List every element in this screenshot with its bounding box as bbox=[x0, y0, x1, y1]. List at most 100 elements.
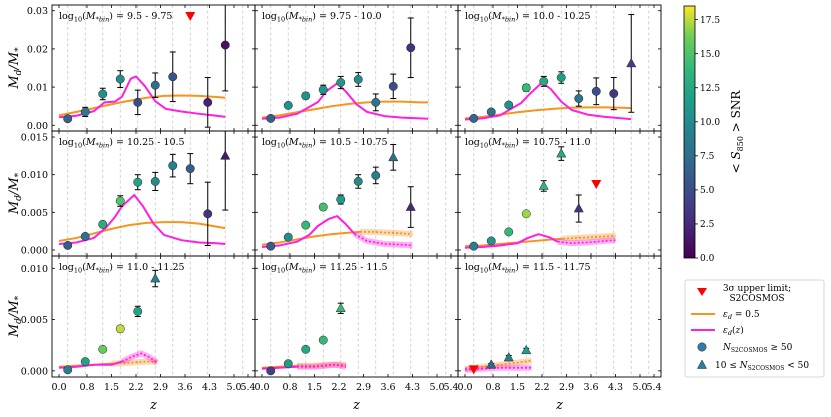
circle-marker bbox=[283, 100, 293, 110]
x-tick-label: 2.9 bbox=[356, 382, 371, 393]
y-tick-label: 0.01 bbox=[27, 83, 48, 94]
axis-labels: Md/M* Md/M* Md/M* z z z bbox=[7, 47, 563, 413]
legend-box bbox=[684, 279, 825, 378]
y-tick-label: 0.00 bbox=[27, 121, 48, 132]
circle-marker bbox=[220, 40, 230, 50]
upper-limit-marker bbox=[185, 11, 196, 21]
circle-marker bbox=[98, 219, 108, 229]
panel-frame bbox=[457, 255, 662, 378]
eps-z-curve bbox=[58, 75, 226, 119]
circle-marker bbox=[556, 73, 566, 82]
legend-label: εd(z) bbox=[723, 325, 744, 337]
x-tick-label: 3.6 bbox=[380, 382, 395, 393]
panel-frame bbox=[254, 4, 459, 132]
eps-z-curve bbox=[464, 81, 632, 121]
panel-title: log10(M*bin) = 10.0 - 10.25 bbox=[465, 11, 591, 24]
y-tick-label: 0.000 bbox=[21, 366, 48, 377]
circle-marker bbox=[80, 231, 90, 241]
plot-area bbox=[58, 269, 159, 372]
colorbar-tick-label: 7.5 bbox=[700, 152, 715, 162]
legend-label: NS2COSMOS ≥ 50 bbox=[722, 343, 793, 354]
triangle-marker bbox=[388, 151, 399, 162]
panel-title: log10(M*bin) = 9.5 - 9.75 bbox=[59, 11, 172, 24]
circle-marker bbox=[185, 164, 195, 174]
legend-circle-marker bbox=[697, 342, 707, 352]
circle-marker bbox=[98, 344, 108, 354]
circle-marker bbox=[80, 357, 90, 367]
x-tick-label: 5.4 bbox=[240, 382, 255, 393]
triangle-marker bbox=[503, 351, 514, 362]
y-tick-label: 0.015 bbox=[21, 133, 48, 144]
x-tick-label: 0.8 bbox=[79, 382, 94, 393]
x-tick-label: 5.0 bbox=[226, 382, 241, 393]
circle-marker bbox=[486, 236, 496, 246]
circle-marker bbox=[539, 76, 549, 86]
panel-6: log10(M*bin) = 10.75 - 11.0 bbox=[457, 130, 662, 257]
legend-label: S2COSMOS bbox=[729, 294, 784, 304]
triangle-marker bbox=[521, 344, 532, 355]
circle-marker bbox=[168, 161, 178, 171]
circle-marker bbox=[133, 306, 143, 316]
circle-marker bbox=[371, 170, 381, 180]
triangle-marker bbox=[538, 180, 549, 190]
legend-label: 10 ≤ NS2COSMOS < 50 bbox=[715, 361, 809, 372]
y-tick-label: 0.005 bbox=[21, 208, 48, 219]
panel-title: log10(M*bin) = 11.25 - 11.5 bbox=[262, 262, 388, 275]
legend-label: εd = 0.5 bbox=[723, 310, 760, 321]
triangle-marker bbox=[220, 150, 231, 160]
circle-marker bbox=[63, 114, 73, 124]
x-axis-label: z bbox=[352, 398, 360, 413]
eps-05-curve-dotted bbox=[464, 359, 532, 370]
panel-title: log10(M*bin) = 10.25 - 10.5 bbox=[59, 137, 185, 150]
legend: 3σ upper limit;S2COSMOS εd = 0.5 εd(z) NS2C… bbox=[684, 279, 825, 378]
x-tick-label: 1.5 bbox=[510, 382, 525, 393]
eps-z-curve bbox=[58, 194, 226, 245]
y-tick-label: 0.010 bbox=[21, 264, 48, 275]
eps-z-curve-dotted bbox=[354, 233, 413, 247]
x-tick-label: 5.4 bbox=[646, 382, 661, 393]
colorbar-tick-label: 0.0 bbox=[700, 254, 715, 264]
circle-marker bbox=[591, 86, 601, 96]
panel-frame bbox=[457, 130, 662, 257]
circle-marker bbox=[318, 202, 328, 212]
panels-layer: log10(M*bin) = 9.5 - 9.75 0.00 0.01 0.02 0.0… bbox=[21, 4, 662, 393]
x-tick-label: 4.3 bbox=[405, 382, 420, 393]
circle-marker bbox=[406, 43, 416, 53]
panel-frame bbox=[254, 255, 459, 378]
circle-marker bbox=[266, 366, 276, 376]
x-axis-label: z bbox=[149, 398, 157, 413]
circle-marker bbox=[486, 107, 496, 117]
circle-marker bbox=[301, 344, 311, 354]
colorbar: 0.0 2.5 5.0 7.5 10.0 12.5 15.0 17.5 < S850 > SNR bbox=[683, 5, 745, 264]
eps-z-curve-dotted bbox=[121, 352, 158, 364]
y-axis-label: Md/M* bbox=[7, 172, 24, 215]
colorbar-tick-label: 15.0 bbox=[700, 50, 720, 60]
circle-marker bbox=[266, 113, 276, 123]
circle-marker bbox=[203, 209, 213, 219]
upper-limit-marker bbox=[468, 365, 479, 375]
circle-marker bbox=[504, 227, 514, 237]
x-axis-label: z bbox=[555, 398, 563, 413]
circle-marker bbox=[98, 89, 108, 99]
y-tick-label: 0.010 bbox=[21, 170, 48, 181]
circle-marker bbox=[115, 196, 125, 206]
circle-marker bbox=[574, 94, 584, 103]
triangle-marker bbox=[150, 273, 161, 283]
panel-title: log10(M*bin) = 10.75 - 11.0 bbox=[465, 137, 591, 150]
circle-marker bbox=[609, 89, 619, 99]
circle-marker bbox=[133, 177, 143, 187]
y-tick-label: 0.03 bbox=[27, 6, 48, 17]
plot-area bbox=[464, 146, 616, 249]
circle-marker bbox=[150, 177, 160, 186]
y-tick-label: 0.005 bbox=[21, 315, 48, 326]
legend-triangle-marker bbox=[696, 359, 708, 369]
y-axis-label: Md/M* bbox=[7, 295, 24, 338]
circle-marker bbox=[115, 74, 125, 84]
x-tick-label: 3.6 bbox=[177, 382, 192, 393]
plot-area bbox=[261, 144, 414, 249]
x-tick-label: 2.2 bbox=[534, 382, 549, 393]
panel-title: log10(M*bin) = 10.5 - 10.75 bbox=[262, 137, 388, 150]
x-tick-label: 4.3 bbox=[608, 382, 623, 393]
panel-4: log10(M*bin) = 10.25 - 10.5 0.000 0.005 0.0… bbox=[21, 130, 256, 256]
eps-z-curve bbox=[261, 82, 429, 120]
